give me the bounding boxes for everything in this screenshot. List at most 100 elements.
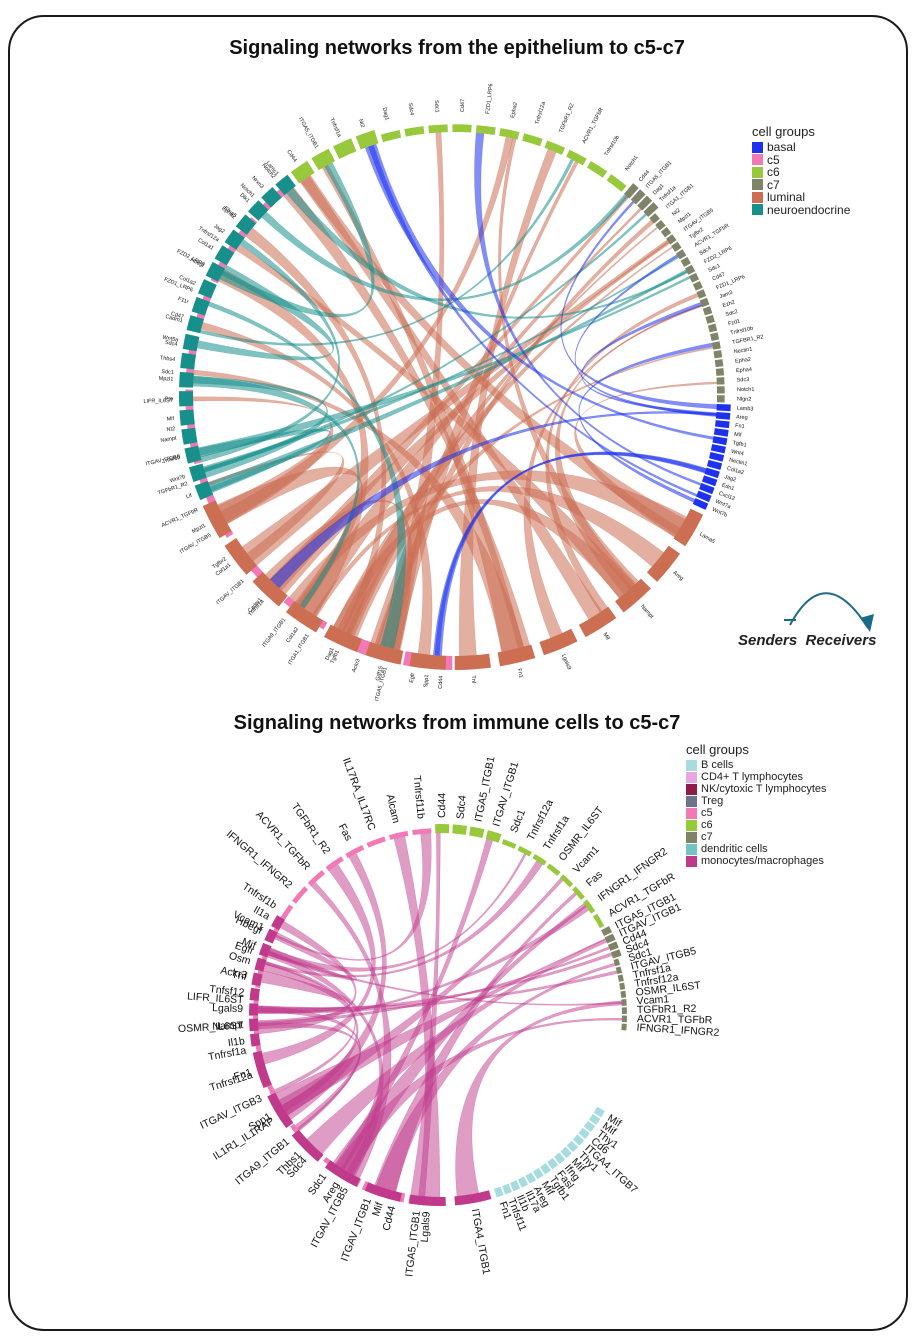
- sector-label-nectin1: Nectin1: [733, 347, 752, 356]
- sector-label-tgfbr1-r2: TGFbR1_R2: [558, 103, 575, 134]
- sector-basal-cxcl12: [699, 483, 715, 495]
- legend-swatch: [752, 166, 763, 178]
- sector-label-lifr-il6st: LIFR_IL6ST: [143, 398, 173, 405]
- sector-c6-vcam1: [559, 874, 574, 888]
- sector-label-lamb3: Lamb3: [736, 406, 753, 413]
- sector-label-cd47: Cd47: [170, 311, 184, 320]
- sector-label-cd47: Cd47: [460, 99, 466, 112]
- sector-luminal-tgfb1: [323, 624, 362, 653]
- sector-luminal-lama5: [673, 508, 704, 547]
- sector-label-notch1: Notch1: [624, 155, 639, 172]
- sector-c7-sdc4: [680, 256, 691, 267]
- sector-basal-nectin1: [708, 452, 725, 462]
- legend-label: B cells: [701, 759, 734, 771]
- sector-c7-vcam1: [621, 999, 627, 1006]
- sector-label-nectin1: Nectin1: [728, 457, 748, 467]
- sector-monocytes-macrophages-spp1: [267, 1092, 294, 1129]
- sector-c6-sdc4: [404, 126, 425, 137]
- sector-label-wnt4: Wnt4: [730, 449, 744, 457]
- sector-label-sdc1: Sdc1: [508, 808, 528, 835]
- legend-label: c5: [701, 807, 713, 819]
- sector-luminal-mif: [578, 606, 617, 638]
- sector-neuroendocrine-col1a1: [214, 245, 235, 266]
- sector-b-cells-mif: [532, 1167, 544, 1180]
- sector-label-dag1: Dag1: [381, 107, 390, 121]
- sector-c5-fas: [345, 845, 365, 859]
- link-monocytes-macrophages: [261, 864, 376, 1065]
- sector-b-cells-fasl: [547, 1157, 559, 1170]
- legend-item-c6: c6: [686, 819, 827, 831]
- sector-c7-jam3: [699, 297, 710, 308]
- link-monocytes-macrophages: [264, 860, 543, 978]
- legend-label: basal: [767, 140, 796, 155]
- sector-c7-itgav-itgb1: [604, 933, 616, 944]
- sector-c7-epha4: [715, 368, 725, 376]
- sector-label-sdc4: Sdc4: [407, 103, 415, 116]
- sector-luminal-cadm1: [252, 572, 288, 607]
- link-neuroendocrine: [200, 239, 340, 463]
- legend-label: c5: [767, 152, 780, 167]
- sector-b-cells-ifng: [553, 1152, 566, 1164]
- sector-c5-alcam: [388, 830, 409, 840]
- sector-c7-fzd2-lrp6: [684, 264, 696, 275]
- sector-label-sdc1: Sdc1: [161, 369, 174, 376]
- sector-c7-acvr1-tgfbr: [676, 249, 687, 260]
- sector-label-fn1: Fn1: [232, 1066, 253, 1083]
- sector-label-hbegf: Hbegf: [189, 257, 205, 269]
- top-diagram-title: Signaling networks from the epithelium t…: [229, 37, 685, 59]
- sector-basal-fn1: [714, 420, 730, 429]
- sector-basal-lamb3: [716, 403, 731, 412]
- link-monocytes-macrophages: [257, 920, 357, 1035]
- legend-item-c6: c6: [752, 165, 850, 179]
- sector-label-sdc1: Sdc1: [433, 100, 440, 113]
- legend-label: CD4+ T lymphocytes: [701, 771, 803, 783]
- sector-c7-itgav-itgb5: [666, 234, 677, 245]
- sector-label-ezh2: Ezh2: [722, 299, 736, 309]
- sector-c6-tnfrsf1a: [333, 138, 357, 159]
- legend-swatch: [752, 141, 763, 153]
- link-basal: [474, 132, 702, 486]
- sector-luminal-col1a2: [285, 601, 324, 633]
- sector-monocytes-macrophages-osm: [254, 957, 267, 972]
- sector-monocytes-macrophages-tnfsf12: [249, 987, 260, 1001]
- sector-monocytes-macrophages-lgals9: [409, 1194, 446, 1206]
- sector-label-fas: Fas: [584, 869, 605, 890]
- sector-basal-wnt7a: [696, 490, 712, 503]
- sector-label-il1b: Il1b: [227, 1035, 246, 1049]
- bottom-diagram-title: Signaling networks from immune cells to …: [233, 712, 681, 734]
- sector-label-cd44: Cd44: [380, 1205, 398, 1232]
- sector-label-sdc4: Sdc4: [698, 246, 712, 257]
- sector-basal-mif: [713, 428, 729, 437]
- legend-swatch: [752, 204, 763, 216]
- link-monocytes-macrophages: [257, 970, 351, 1013]
- sector-label-cd44: Cd44: [438, 676, 445, 689]
- sector-neuroendocrine-nrxn3: [261, 186, 282, 208]
- sector-b-cells-fn1: [494, 1186, 504, 1198]
- sector-c7-cd44: [607, 941, 619, 951]
- flow-arc-icon: [789, 592, 869, 629]
- senders-receivers-arrow: [784, 592, 874, 632]
- sector-c7-cd44: [624, 183, 639, 199]
- sector-c7-cd47: [692, 281, 703, 291]
- sector-c7-dag1: [637, 195, 653, 211]
- sector-neuroendocrine-hbegf: [205, 261, 225, 282]
- sector-label-tnfrsf1a: Tnfrsf1a: [328, 117, 342, 139]
- sector-label-sdc1: Sdc1: [708, 263, 722, 274]
- sector-label-gdf15: Gdf15: [375, 666, 385, 682]
- sector-label-mpzl1: Mpzl1: [191, 523, 207, 535]
- sector-b-cells-mif: [593, 1106, 605, 1118]
- link-basal: [368, 144, 698, 497]
- sector-label-thbs4: Thbs4: [159, 355, 175, 363]
- sector-monocytes-macrophages-thbs1: [291, 1129, 324, 1162]
- sector-label-tnfrsf10b: Tnfrsf10b: [730, 326, 754, 337]
- sector-label-nampt: Nampt: [212, 1019, 244, 1033]
- sector-neuroendocrine-ptn: [179, 391, 194, 407]
- sector-c7-tnfrsf1a: [617, 974, 624, 982]
- sector-label-ackr3: Ackr3: [351, 658, 361, 673]
- sector-label-il17ra-il17rc: IL17RA_IL17RC: [340, 756, 378, 832]
- sector-label-lgals9: Lgals9: [560, 653, 572, 670]
- sector-b-cells-mif: [560, 1146, 572, 1159]
- sector-b-cells-thy1: [566, 1140, 579, 1153]
- legend-swatch: [686, 795, 697, 807]
